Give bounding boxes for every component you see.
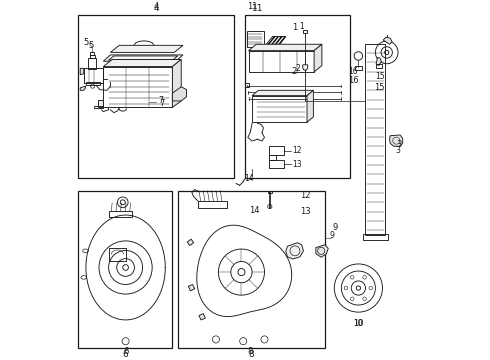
Polygon shape — [316, 245, 328, 257]
Text: 13: 13 — [300, 207, 311, 216]
Polygon shape — [110, 45, 183, 53]
Polygon shape — [187, 239, 194, 246]
Polygon shape — [376, 58, 381, 66]
Bar — [78, 15, 234, 178]
Polygon shape — [383, 37, 392, 44]
Bar — [86, 82, 100, 85]
Polygon shape — [103, 55, 183, 61]
Text: 7: 7 — [158, 96, 163, 105]
Polygon shape — [303, 65, 308, 70]
Polygon shape — [278, 36, 286, 45]
Bar — [84, 68, 103, 82]
Text: 6: 6 — [122, 350, 128, 359]
Bar — [268, 191, 271, 193]
Polygon shape — [307, 90, 314, 122]
Bar — [269, 155, 276, 160]
Bar — [245, 83, 249, 87]
Bar — [363, 234, 388, 240]
Polygon shape — [109, 56, 178, 60]
Bar — [248, 51, 314, 72]
Bar — [366, 44, 385, 235]
Text: 14: 14 — [245, 174, 254, 183]
Text: 2: 2 — [291, 67, 296, 76]
Polygon shape — [80, 68, 84, 75]
Bar — [355, 66, 362, 70]
Text: 12: 12 — [293, 147, 302, 156]
Text: 15: 15 — [374, 84, 385, 93]
Text: 8: 8 — [247, 347, 253, 356]
Polygon shape — [248, 44, 322, 51]
Text: 5: 5 — [88, 41, 94, 50]
Bar — [247, 31, 264, 47]
Bar — [376, 64, 383, 68]
Text: 8: 8 — [248, 350, 254, 359]
Text: 2: 2 — [296, 64, 300, 73]
Text: 5: 5 — [84, 39, 89, 48]
Polygon shape — [314, 44, 322, 72]
Polygon shape — [271, 36, 279, 45]
Bar — [198, 201, 226, 208]
Text: 13: 13 — [293, 159, 302, 168]
Text: 1: 1 — [292, 23, 297, 32]
Text: 11: 11 — [252, 4, 263, 13]
Bar — [103, 67, 172, 107]
Bar — [109, 248, 126, 261]
Text: 7: 7 — [159, 99, 165, 108]
Polygon shape — [172, 59, 181, 107]
Polygon shape — [199, 314, 205, 320]
Text: 1: 1 — [299, 22, 304, 31]
Polygon shape — [188, 284, 195, 291]
Text: 9: 9 — [333, 223, 338, 232]
Bar — [269, 161, 284, 168]
Text: 6: 6 — [123, 347, 128, 356]
Text: 16: 16 — [348, 76, 358, 85]
Text: 3: 3 — [395, 147, 400, 156]
Text: 16: 16 — [348, 67, 358, 76]
Text: 10: 10 — [354, 319, 363, 328]
Bar — [303, 30, 307, 33]
Bar — [269, 146, 284, 155]
Bar — [90, 52, 95, 55]
Polygon shape — [98, 100, 103, 107]
Polygon shape — [172, 87, 187, 101]
Bar — [252, 96, 307, 122]
Text: 4: 4 — [154, 2, 159, 11]
Polygon shape — [266, 36, 286, 45]
Polygon shape — [252, 90, 314, 96]
Text: 14: 14 — [249, 206, 260, 215]
Bar — [88, 58, 96, 69]
Polygon shape — [286, 243, 303, 259]
Polygon shape — [390, 135, 403, 146]
Polygon shape — [103, 59, 181, 67]
Polygon shape — [274, 36, 282, 45]
Bar — [109, 211, 132, 217]
Bar — [78, 190, 172, 348]
Text: 15: 15 — [375, 72, 385, 81]
Text: 10: 10 — [353, 319, 364, 328]
Text: 4: 4 — [153, 4, 159, 13]
Text: 3: 3 — [396, 140, 402, 149]
Bar — [178, 190, 325, 348]
Polygon shape — [80, 86, 86, 90]
Bar — [245, 15, 349, 178]
Polygon shape — [268, 36, 275, 45]
Bar — [90, 55, 95, 58]
Text: 11: 11 — [247, 2, 257, 11]
Text: 9: 9 — [329, 231, 334, 240]
Text: 12: 12 — [300, 192, 311, 201]
